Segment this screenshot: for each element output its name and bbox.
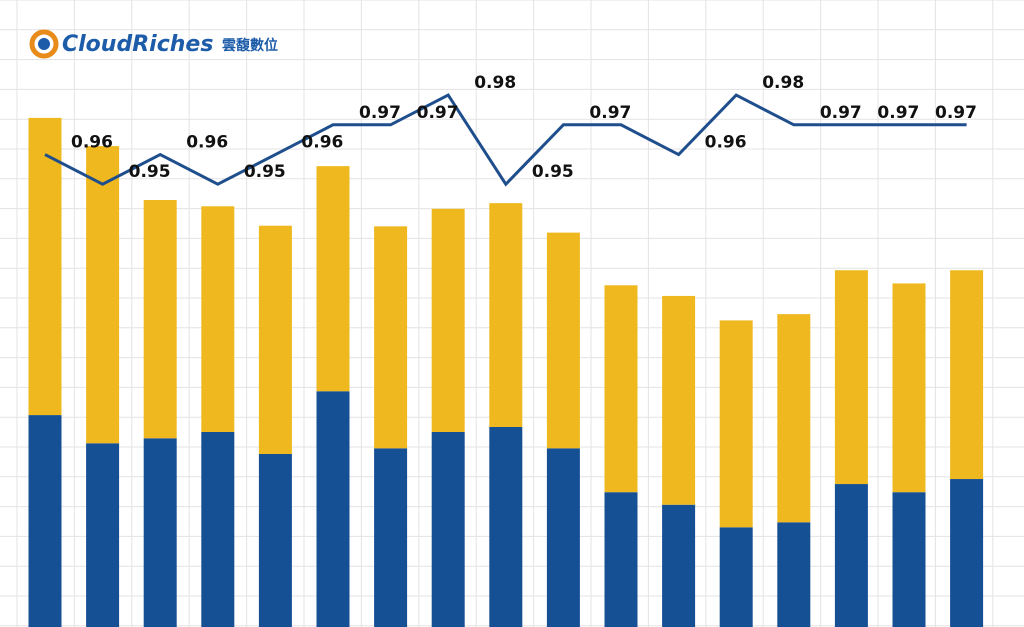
data-label: 0.96 bbox=[705, 133, 747, 153]
data-label: 0.95 bbox=[532, 162, 574, 182]
bar bbox=[662, 295, 696, 505]
data-label: 0.96 bbox=[186, 133, 228, 153]
bar bbox=[604, 285, 638, 493]
bar bbox=[201, 206, 235, 433]
bar bbox=[374, 226, 408, 449]
bar bbox=[431, 432, 465, 627]
bar bbox=[86, 146, 120, 444]
bar bbox=[316, 166, 350, 392]
marks: 0.96 0.95 0.96 0.95 0.96 0.97 0.97 0.98 0.95 0.97… bbox=[28, 73, 984, 627]
data-label: 0.97 bbox=[820, 103, 862, 123]
bar bbox=[950, 479, 984, 627]
bar bbox=[86, 443, 120, 627]
bar bbox=[28, 415, 62, 627]
bar bbox=[834, 484, 868, 627]
bar bbox=[950, 270, 984, 480]
logo: CloudRiches 雲馥數位 bbox=[29, 29, 278, 59]
bar bbox=[258, 225, 292, 454]
bar bbox=[604, 492, 638, 627]
line bbox=[44, 93, 967, 187]
data-label: 0.97 bbox=[589, 103, 631, 123]
bar bbox=[834, 270, 868, 485]
bar bbox=[777, 522, 811, 627]
data-label: 0.98 bbox=[474, 73, 516, 93]
bar bbox=[546, 448, 580, 627]
bar bbox=[143, 438, 177, 627]
bar bbox=[489, 203, 523, 427]
logo-icon bbox=[38, 38, 50, 50]
logo-subtitle: 雲馥數位 bbox=[222, 37, 278, 54]
bar bbox=[431, 208, 465, 433]
bar bbox=[201, 432, 235, 627]
bar bbox=[316, 391, 350, 627]
data-label: 0.95 bbox=[244, 162, 286, 182]
bar bbox=[719, 320, 753, 528]
bar bbox=[662, 504, 696, 627]
data-label: 0.96 bbox=[71, 133, 113, 153]
data-label: 0.97 bbox=[359, 103, 401, 123]
data-label: 0.97 bbox=[877, 103, 919, 123]
bar bbox=[892, 283, 926, 493]
bar bbox=[258, 453, 292, 627]
bar bbox=[719, 527, 753, 627]
bar bbox=[777, 314, 811, 523]
bar bbox=[489, 426, 523, 627]
bar bbox=[374, 448, 408, 627]
data-label: 0.96 bbox=[301, 133, 343, 153]
bar bbox=[546, 232, 580, 449]
data-label: 0.98 bbox=[762, 73, 804, 93]
data-label: 0.97 bbox=[417, 103, 459, 123]
data-label: 0.97 bbox=[935, 103, 977, 123]
bar bbox=[892, 492, 926, 627]
data-label: 0.95 bbox=[129, 162, 171, 182]
bar bbox=[143, 200, 177, 439]
logo-icon bbox=[29, 29, 59, 59]
bar bbox=[28, 117, 62, 416]
logo-brand: CloudRiches bbox=[62, 32, 213, 57]
